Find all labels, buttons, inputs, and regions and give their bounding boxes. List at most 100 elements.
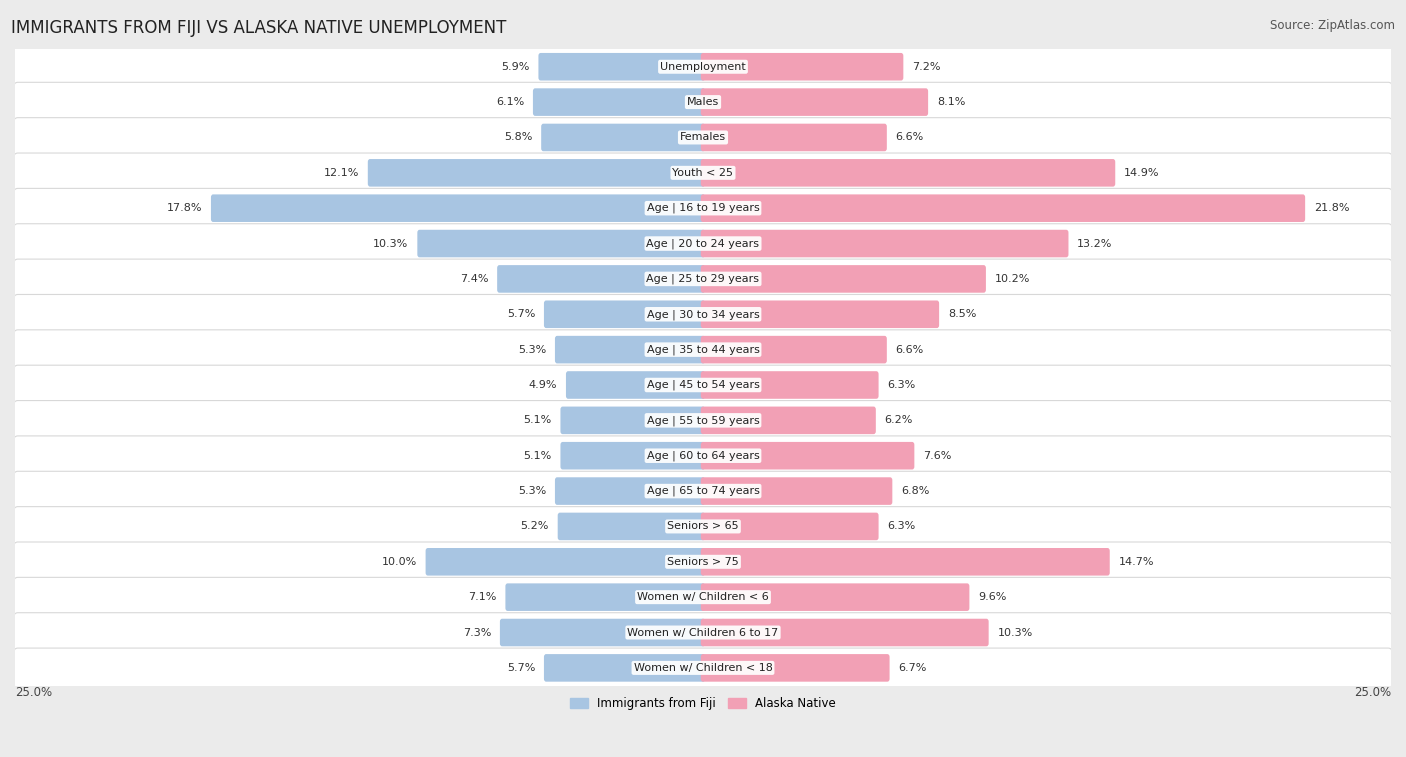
- FancyBboxPatch shape: [14, 47, 1392, 86]
- FancyBboxPatch shape: [700, 230, 1069, 257]
- Text: Age | 60 to 64 years: Age | 60 to 64 years: [647, 450, 759, 461]
- Text: Males: Males: [688, 97, 718, 107]
- Text: 5.8%: 5.8%: [503, 132, 533, 142]
- FancyBboxPatch shape: [14, 188, 1392, 228]
- Text: 5.7%: 5.7%: [506, 310, 536, 319]
- Text: 14.7%: 14.7%: [1119, 557, 1154, 567]
- FancyBboxPatch shape: [561, 407, 706, 435]
- FancyBboxPatch shape: [700, 371, 879, 399]
- Text: Women w/ Children 6 to 17: Women w/ Children 6 to 17: [627, 628, 779, 637]
- FancyBboxPatch shape: [14, 612, 1392, 653]
- FancyBboxPatch shape: [498, 265, 706, 293]
- Text: Age | 55 to 59 years: Age | 55 to 59 years: [647, 415, 759, 425]
- FancyBboxPatch shape: [544, 654, 706, 681]
- FancyBboxPatch shape: [700, 407, 876, 435]
- FancyBboxPatch shape: [418, 230, 706, 257]
- FancyBboxPatch shape: [14, 294, 1392, 334]
- Text: Age | 35 to 44 years: Age | 35 to 44 years: [647, 344, 759, 355]
- Text: Youth < 25: Youth < 25: [672, 168, 734, 178]
- Text: Age | 45 to 54 years: Age | 45 to 54 years: [647, 380, 759, 391]
- FancyBboxPatch shape: [700, 53, 903, 80]
- Text: 7.2%: 7.2%: [912, 62, 941, 72]
- Text: Age | 16 to 19 years: Age | 16 to 19 years: [647, 203, 759, 213]
- Text: 13.2%: 13.2%: [1077, 238, 1112, 248]
- Text: Seniors > 75: Seniors > 75: [666, 557, 740, 567]
- Text: 10.2%: 10.2%: [994, 274, 1031, 284]
- Text: 8.5%: 8.5%: [948, 310, 976, 319]
- Text: 6.3%: 6.3%: [887, 522, 915, 531]
- FancyBboxPatch shape: [14, 400, 1392, 440]
- Text: Seniors > 65: Seniors > 65: [668, 522, 738, 531]
- Text: 6.3%: 6.3%: [887, 380, 915, 390]
- FancyBboxPatch shape: [561, 442, 706, 469]
- FancyBboxPatch shape: [14, 648, 1392, 687]
- FancyBboxPatch shape: [14, 224, 1392, 263]
- Text: 7.6%: 7.6%: [924, 450, 952, 461]
- Text: Women w/ Children < 18: Women w/ Children < 18: [634, 663, 772, 673]
- FancyBboxPatch shape: [700, 123, 887, 151]
- FancyBboxPatch shape: [700, 584, 969, 611]
- Text: 5.1%: 5.1%: [523, 416, 551, 425]
- FancyBboxPatch shape: [14, 259, 1392, 299]
- Text: 10.3%: 10.3%: [997, 628, 1033, 637]
- FancyBboxPatch shape: [14, 506, 1392, 547]
- FancyBboxPatch shape: [544, 301, 706, 328]
- Text: Age | 30 to 34 years: Age | 30 to 34 years: [647, 309, 759, 319]
- Text: 12.1%: 12.1%: [323, 168, 359, 178]
- Text: 21.8%: 21.8%: [1315, 203, 1350, 213]
- Text: 17.8%: 17.8%: [167, 203, 202, 213]
- FancyBboxPatch shape: [14, 83, 1392, 122]
- FancyBboxPatch shape: [14, 330, 1392, 369]
- Text: 8.1%: 8.1%: [936, 97, 966, 107]
- Text: 9.6%: 9.6%: [979, 592, 1007, 602]
- FancyBboxPatch shape: [700, 477, 893, 505]
- FancyBboxPatch shape: [700, 159, 1115, 187]
- FancyBboxPatch shape: [14, 365, 1392, 405]
- Text: 5.3%: 5.3%: [517, 344, 546, 354]
- FancyBboxPatch shape: [555, 477, 706, 505]
- FancyBboxPatch shape: [700, 89, 928, 116]
- FancyBboxPatch shape: [426, 548, 706, 575]
- Text: 4.9%: 4.9%: [529, 380, 557, 390]
- Text: Source: ZipAtlas.com: Source: ZipAtlas.com: [1270, 19, 1395, 32]
- Text: 6.1%: 6.1%: [496, 97, 524, 107]
- Text: 7.4%: 7.4%: [460, 274, 488, 284]
- FancyBboxPatch shape: [14, 578, 1392, 617]
- FancyBboxPatch shape: [700, 195, 1305, 222]
- Text: 25.0%: 25.0%: [15, 687, 52, 699]
- FancyBboxPatch shape: [700, 512, 879, 540]
- FancyBboxPatch shape: [700, 442, 914, 469]
- FancyBboxPatch shape: [700, 548, 1109, 575]
- Text: 7.3%: 7.3%: [463, 628, 491, 637]
- Text: 10.3%: 10.3%: [373, 238, 409, 248]
- FancyBboxPatch shape: [700, 301, 939, 328]
- Text: IMMIGRANTS FROM FIJI VS ALASKA NATIVE UNEMPLOYMENT: IMMIGRANTS FROM FIJI VS ALASKA NATIVE UN…: [11, 19, 506, 37]
- Text: 5.7%: 5.7%: [506, 663, 536, 673]
- Text: Age | 25 to 29 years: Age | 25 to 29 years: [647, 274, 759, 284]
- Legend: Immigrants from Fiji, Alaska Native: Immigrants from Fiji, Alaska Native: [565, 692, 841, 715]
- FancyBboxPatch shape: [14, 436, 1392, 475]
- FancyBboxPatch shape: [533, 89, 706, 116]
- Text: Women w/ Children < 6: Women w/ Children < 6: [637, 592, 769, 602]
- FancyBboxPatch shape: [501, 618, 706, 646]
- FancyBboxPatch shape: [368, 159, 706, 187]
- FancyBboxPatch shape: [505, 584, 706, 611]
- Text: 14.9%: 14.9%: [1123, 168, 1160, 178]
- FancyBboxPatch shape: [14, 472, 1392, 511]
- Text: 5.3%: 5.3%: [517, 486, 546, 496]
- FancyBboxPatch shape: [558, 512, 706, 540]
- Text: 6.2%: 6.2%: [884, 416, 912, 425]
- FancyBboxPatch shape: [700, 618, 988, 646]
- Text: Females: Females: [681, 132, 725, 142]
- FancyBboxPatch shape: [567, 371, 706, 399]
- FancyBboxPatch shape: [541, 123, 706, 151]
- FancyBboxPatch shape: [14, 542, 1392, 581]
- FancyBboxPatch shape: [14, 153, 1392, 192]
- Text: Age | 20 to 24 years: Age | 20 to 24 years: [647, 238, 759, 249]
- Text: 6.6%: 6.6%: [896, 344, 924, 354]
- Text: 10.0%: 10.0%: [381, 557, 416, 567]
- Text: 6.8%: 6.8%: [901, 486, 929, 496]
- Text: 5.1%: 5.1%: [523, 450, 551, 461]
- FancyBboxPatch shape: [538, 53, 706, 80]
- FancyBboxPatch shape: [700, 654, 890, 681]
